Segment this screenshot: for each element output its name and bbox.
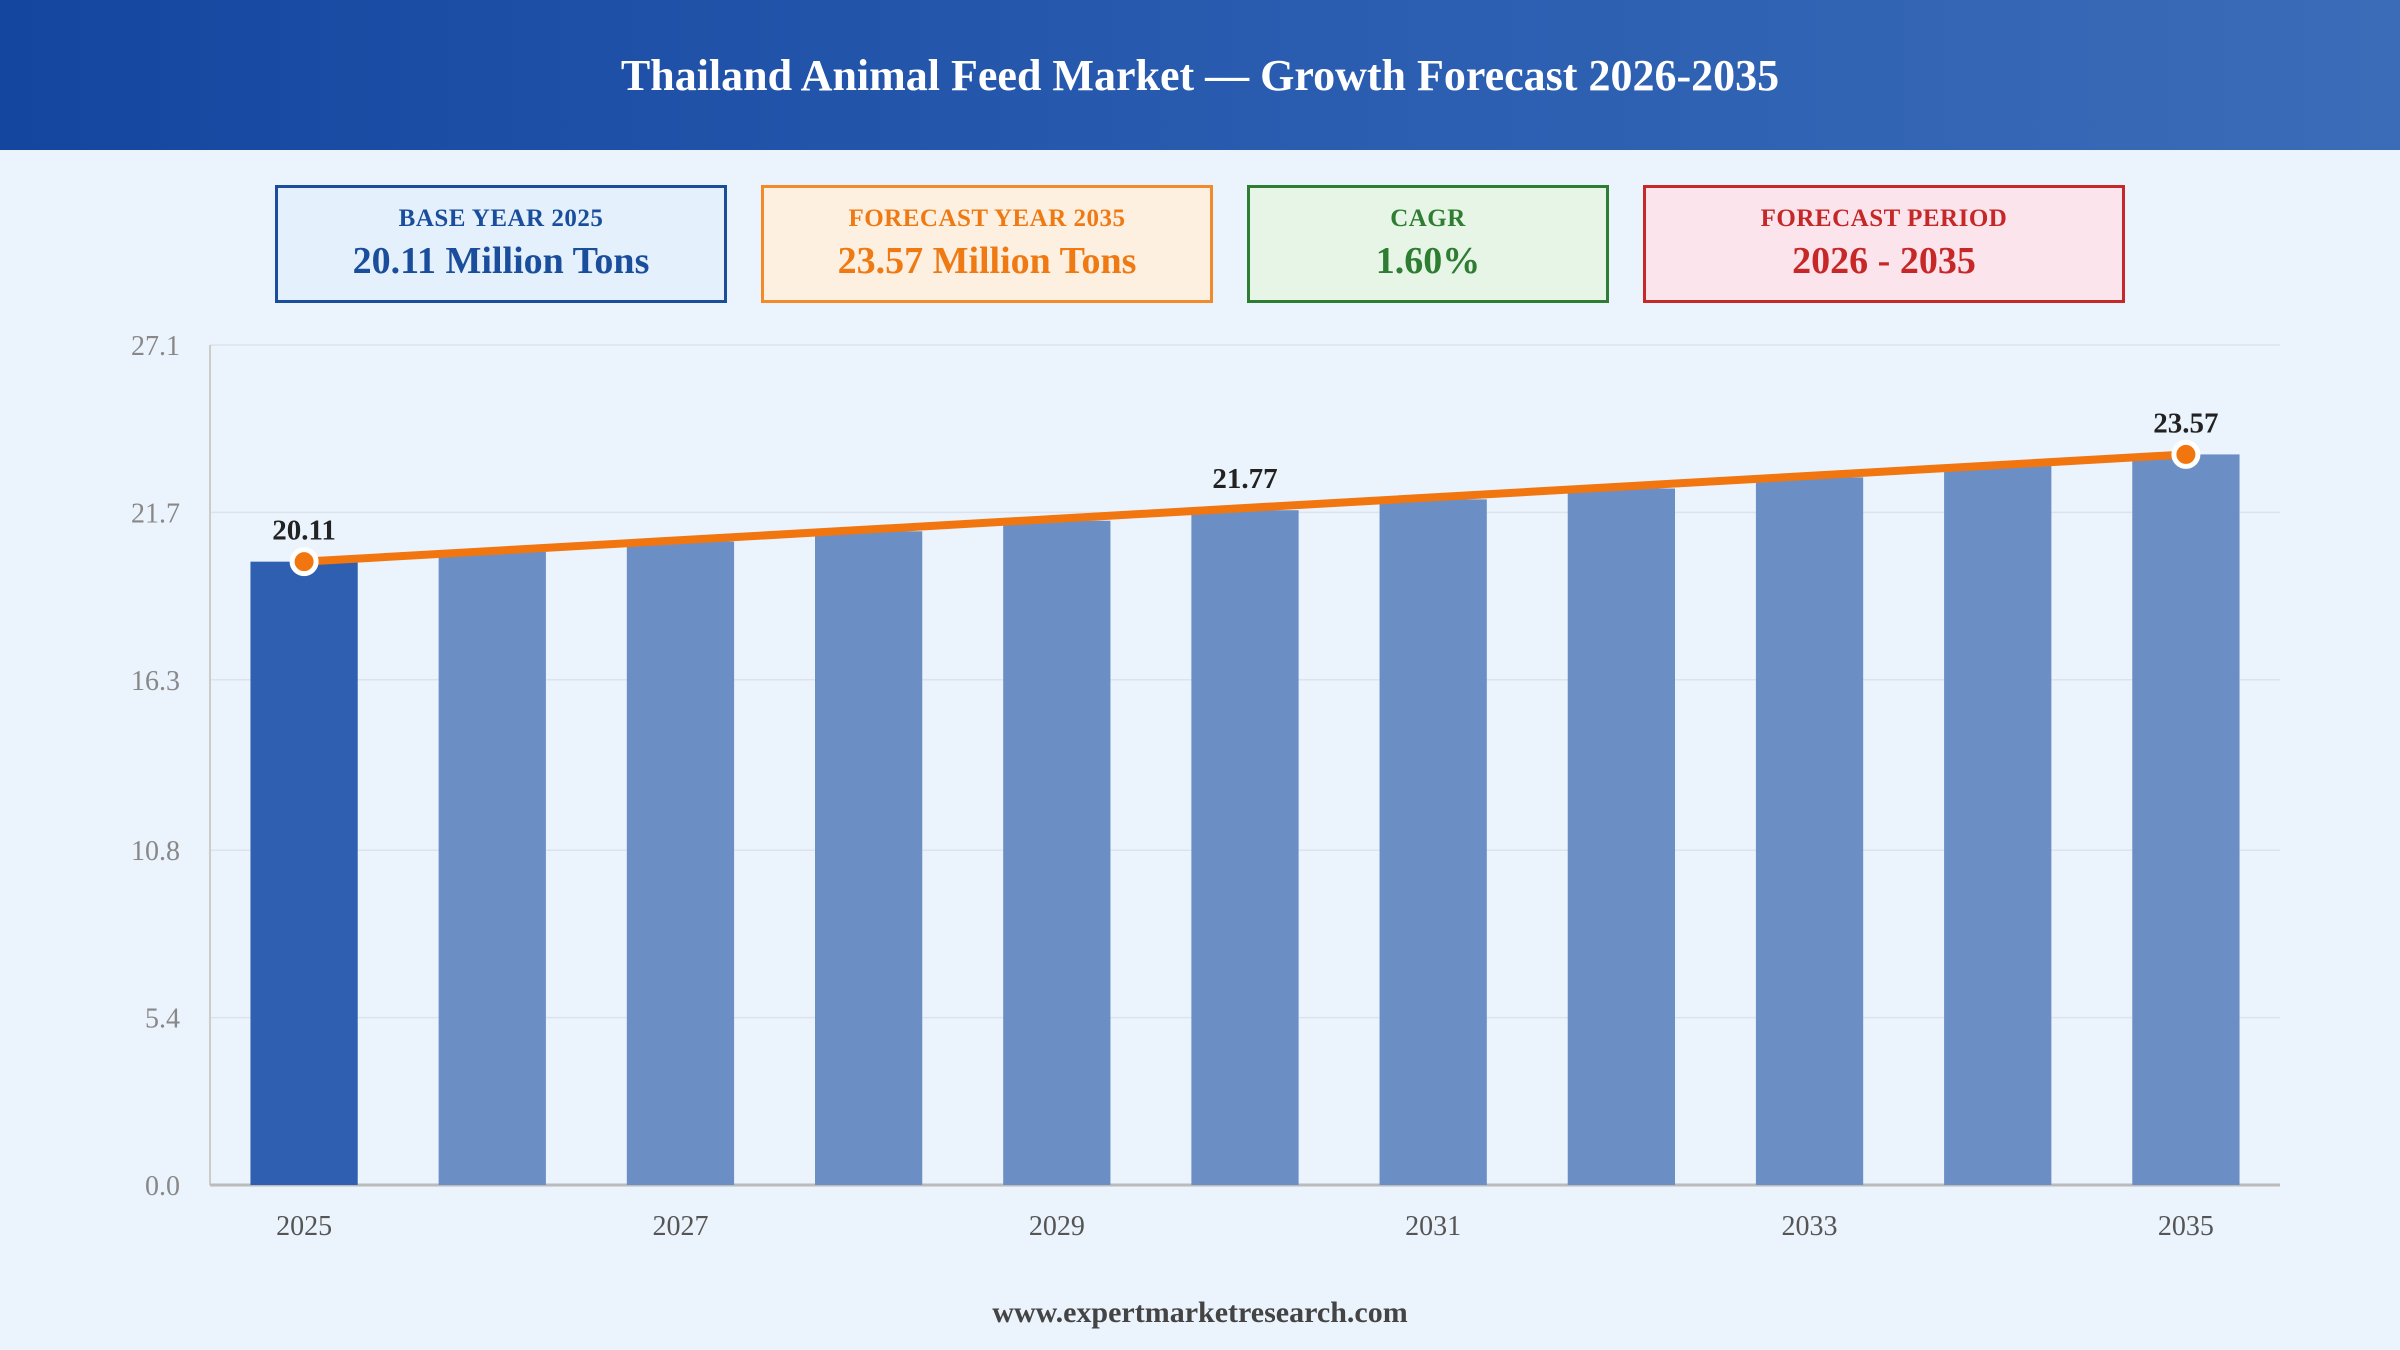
bar-2027 — [626, 541, 735, 1185]
bar-2030 — [1191, 510, 1299, 1185]
kpi-cagr-label: CAGR — [1390, 205, 1466, 232]
y-tick-label: 16.3 — [131, 666, 180, 697]
bar-2025 — [250, 561, 358, 1185]
kpi-forecast-period-label: FORECAST PERIOD — [1760, 205, 2008, 232]
kpi-base-year: BASE YEAR 2025 20.11 Million Tons — [275, 185, 727, 303]
kpi-base-year-label: BASE YEAR 2025 — [398, 205, 604, 232]
x-tick-label: 2025 — [276, 1211, 332, 1242]
y-tick-label: 0.0 — [145, 1171, 180, 1202]
bar-2033 — [1755, 477, 1864, 1185]
data-label-2035: 23.57 — [2153, 407, 2218, 439]
y-tick-label: 10.8 — [131, 836, 180, 867]
x-tick-label: 2027 — [652, 1211, 708, 1242]
data-label-2030: 21.77 — [1212, 463, 1277, 495]
x-tick-label: 2033 — [1782, 1211, 1838, 1242]
y-tick-label: 27.1 — [131, 331, 180, 362]
marker-2035 — [2171, 439, 2201, 469]
marker-2025 — [289, 547, 319, 577]
x-tick-label: 2029 — [1029, 1211, 1085, 1242]
kpi-forecast-period: FORECAST PERIOD 2026 - 2035 — [1643, 185, 2125, 303]
bar-2026 — [438, 551, 546, 1185]
bar-2032 — [1567, 488, 1675, 1185]
kpi-cagr-value: 1.60% — [1375, 240, 1481, 282]
bar-2031 — [1379, 499, 1487, 1185]
bar-2035 — [2132, 454, 2240, 1185]
bar-2034 — [1944, 465, 2052, 1185]
x-tick-label: 2031 — [1405, 1211, 1461, 1242]
header-banner: Thailand Animal Feed Market — Growth For… — [0, 0, 2400, 150]
kpi-forecast-year: FORECAST YEAR 2035 23.57 Million Tons — [761, 185, 1213, 303]
data-label-2025: 20.11 — [272, 515, 336, 547]
bar-2028 — [815, 531, 923, 1185]
kpi-forecast-year-label: FORECAST YEAR 2035 — [848, 205, 1126, 232]
y-tick-label: 5.4 — [145, 1004, 180, 1035]
footer-website: www.expertmarketresearch.com — [992, 1296, 1408, 1329]
kpi-cagr: CAGR 1.60% — [1247, 185, 1609, 303]
kpi-forecast-year-value: 23.57 Million Tons — [837, 240, 1137, 282]
kpi-base-year-value: 20.11 Million Tons — [352, 240, 650, 282]
trend-line — [300, 450, 2190, 566]
bar-2029 — [1003, 520, 1111, 1185]
x-tick-label: 2035 — [2158, 1211, 2214, 1242]
kpi-forecast-period-value: 2026 - 2035 — [1792, 240, 1976, 282]
page-title: Thailand Animal Feed Market — Growth For… — [620, 50, 1780, 100]
y-tick-label: 21.7 — [131, 498, 180, 529]
